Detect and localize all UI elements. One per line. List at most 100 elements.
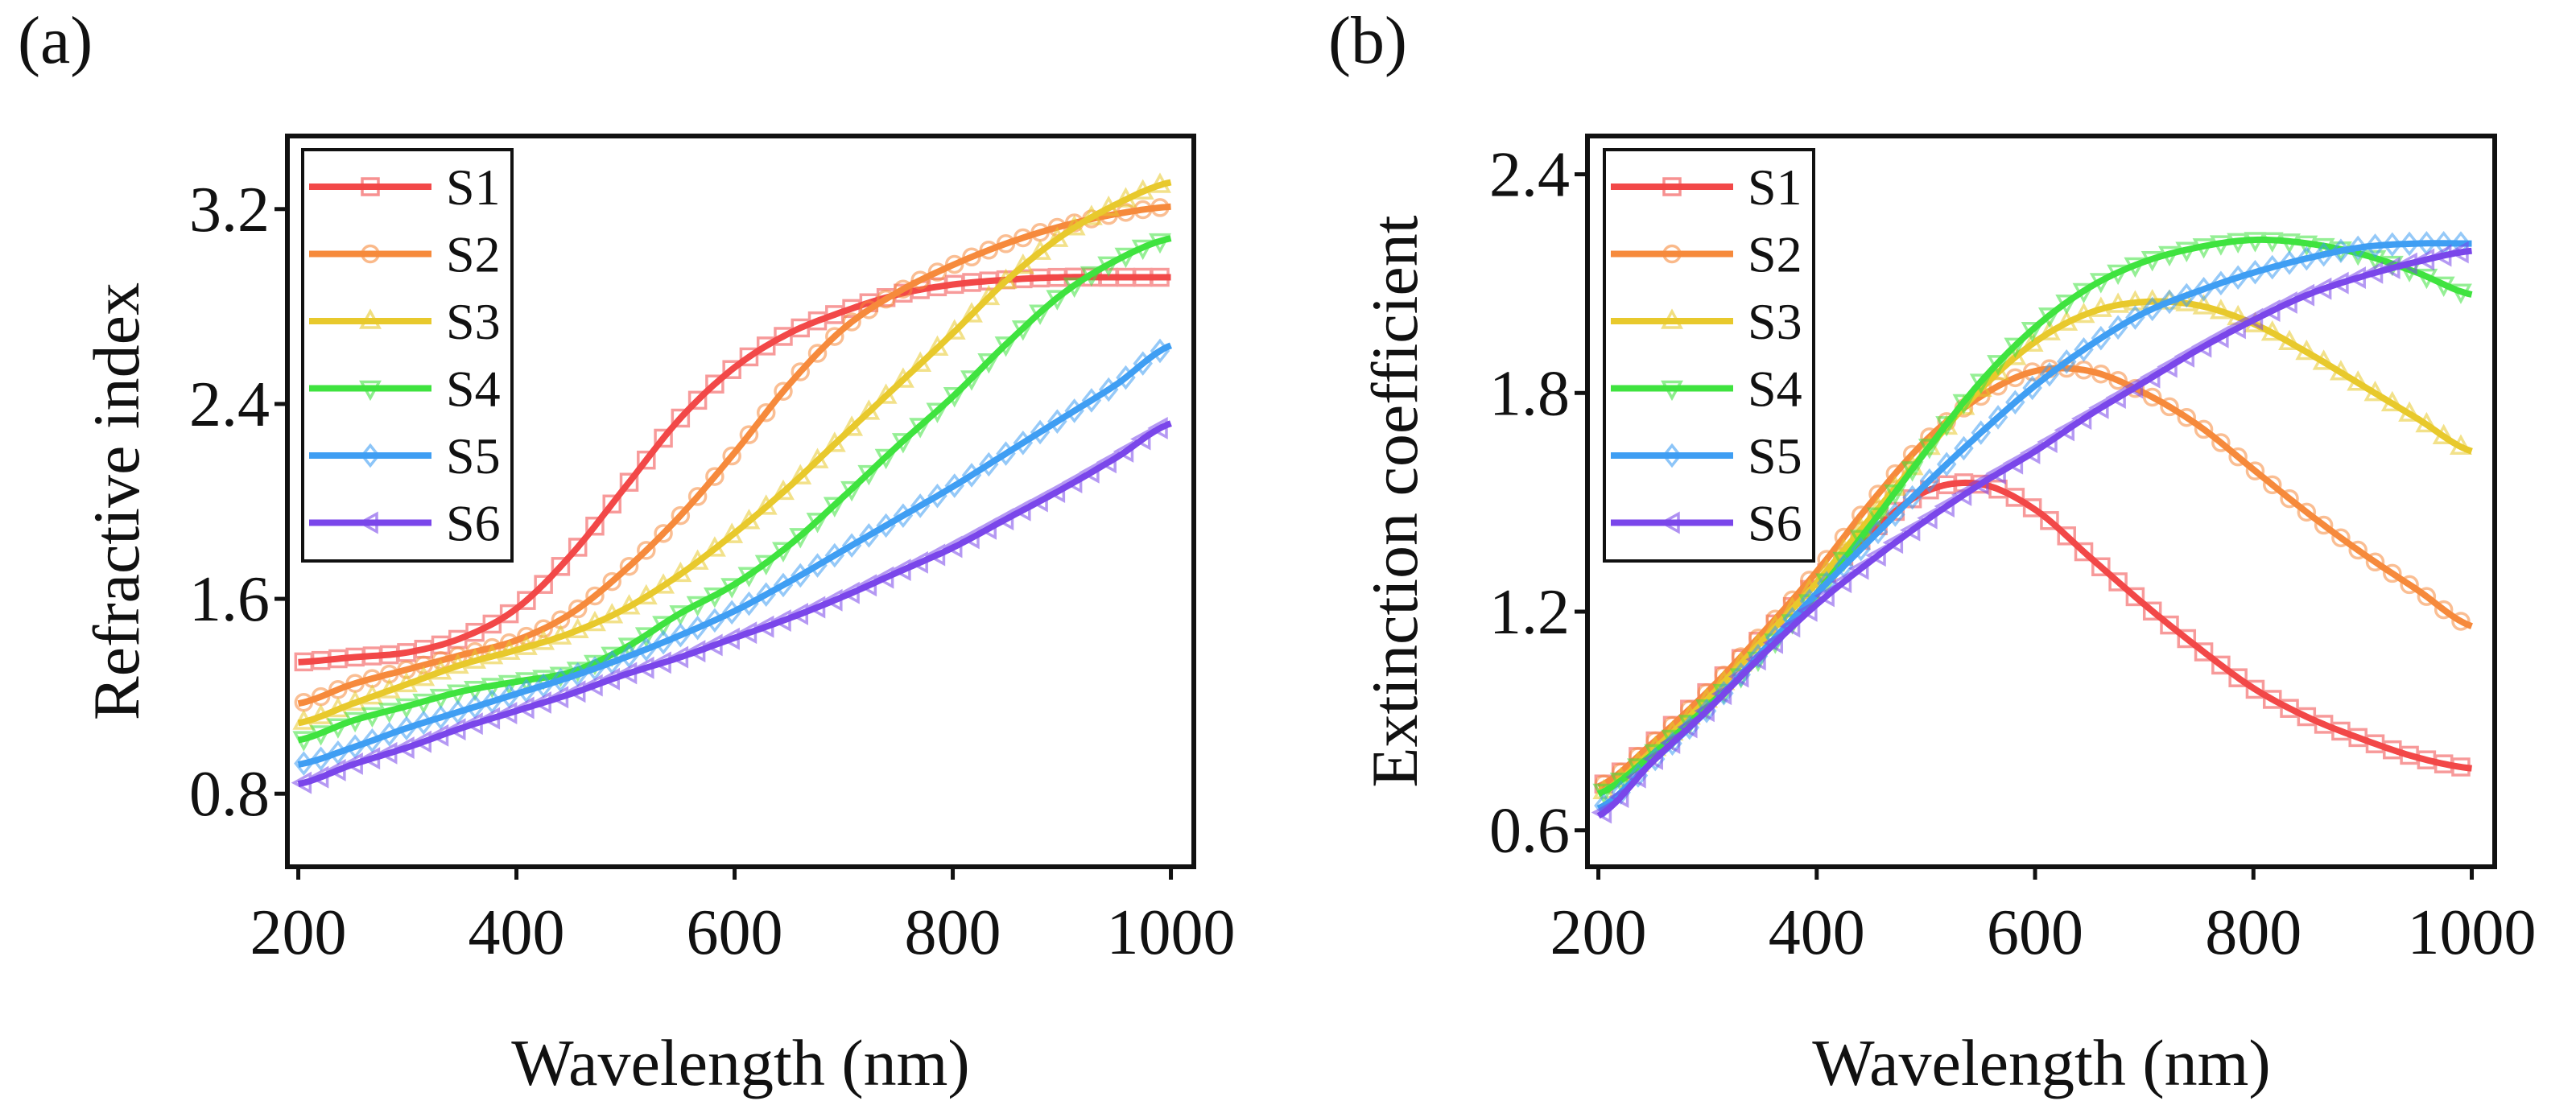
data-point-marker	[650, 651, 671, 674]
panel-label: (b)	[1328, 3, 1407, 78]
series-S2	[294, 198, 1171, 712]
data-point-marker	[1591, 801, 1612, 824]
data-point-marker	[1096, 451, 1117, 474]
data-point-marker	[773, 572, 794, 598]
x-tick-label: 400	[469, 897, 565, 968]
data-point-marker	[2449, 434, 2472, 455]
circle-marker-icon	[361, 244, 380, 264]
data-point-marker	[2413, 248, 2435, 271]
data-point-marker	[481, 643, 504, 665]
y-tick-label: 3.2	[189, 175, 270, 245]
data-point-marker	[2279, 250, 2300, 275]
data-point-marker	[944, 254, 964, 274]
data-point-marker	[686, 596, 709, 617]
data-point-marker	[394, 736, 415, 760]
data-point-marker	[2037, 307, 2061, 328]
data-point-marker	[568, 599, 588, 619]
data-point-marker	[1797, 599, 1818, 622]
data-point-marker	[1133, 351, 1153, 376]
data-point-marker	[825, 327, 844, 346]
data-point-marker	[1011, 320, 1034, 341]
data-point-marker	[2382, 232, 2403, 258]
triangle-up-marker-icon	[1661, 308, 1683, 329]
legend-label: S4	[446, 361, 501, 418]
y-tick-label: 2.4	[1489, 140, 1570, 211]
data-point-marker	[292, 731, 316, 752]
legend-marker	[359, 380, 382, 402]
x-tick-label: 400	[1769, 897, 1865, 968]
data-point-marker	[294, 751, 314, 776]
data-point-marker	[395, 698, 418, 719]
x-tick-label: 1000	[1107, 897, 1236, 968]
data-point-marker	[345, 734, 365, 760]
data-point-marker	[446, 684, 469, 705]
data-point-marker	[1882, 531, 1904, 555]
data-point-marker	[1609, 773, 1633, 794]
data-point-marker	[2091, 364, 2111, 384]
data-point-marker	[585, 586, 605, 606]
data-point-marker	[497, 674, 521, 696]
data-point-marker	[534, 575, 553, 594]
data-point-marker	[1608, 785, 1629, 809]
data-point-marker	[720, 522, 744, 543]
data-point-marker	[977, 284, 1001, 306]
data-point-marker	[2314, 515, 2334, 535]
data-point-marker	[2310, 277, 2332, 300]
data-point-marker	[722, 360, 741, 379]
data-point-marker	[721, 600, 742, 625]
data-point-marker	[2107, 264, 2130, 286]
diamond-marker-icon	[1662, 443, 1682, 468]
data-point-marker	[2074, 337, 2094, 362]
data-point-marker	[1902, 484, 1922, 510]
data-point-marker	[1150, 338, 1170, 364]
data-point-marker	[414, 655, 433, 675]
data-point-marker	[446, 653, 469, 674]
data-point-marker	[496, 702, 518, 725]
data-point-marker	[2399, 231, 2420, 257]
data-point-marker	[653, 629, 674, 655]
data-point-marker	[1728, 665, 1749, 688]
data-point-marker	[994, 336, 1018, 357]
legend-item-S2: S2	[309, 226, 501, 283]
triangle-down-marker-icon	[1661, 380, 1683, 402]
data-point-marker	[1779, 615, 1801, 638]
data-point-marker	[1936, 451, 1957, 477]
legend: S1 S2 S3 S4 S5 S6	[1603, 148, 1815, 563]
square-marker-icon	[361, 177, 380, 196]
data-point-marker	[996, 441, 1016, 466]
data-point-marker	[361, 683, 384, 705]
data-point-marker	[667, 645, 689, 669]
data-point-marker	[637, 450, 656, 470]
data-point-marker	[499, 683, 519, 709]
data-point-marker	[616, 662, 638, 685]
data-point-marker	[859, 523, 879, 548]
data-point-marker	[2209, 299, 2232, 320]
data-point-marker	[2055, 310, 2079, 331]
data-point-marker	[1988, 405, 2008, 430]
data-point-marker	[532, 629, 555, 650]
data-point-marker	[839, 581, 860, 604]
data-point-marker	[1029, 239, 1052, 260]
data-point-marker	[565, 680, 586, 703]
legend-marker	[357, 511, 378, 534]
data-point-marker	[736, 621, 758, 645]
data-point-marker	[2125, 587, 2145, 607]
data-point-marker	[462, 712, 483, 736]
data-point-marker	[2160, 615, 2179, 635]
data-point-marker	[311, 746, 331, 772]
series-line	[297, 203, 1171, 707]
x-axis-title: Wavelength (nm)	[1812, 1026, 2270, 1099]
data-point-marker	[1814, 584, 1835, 608]
circle-marker-icon	[1662, 244, 1682, 264]
data-point-marker	[2088, 396, 2109, 419]
data-point-marker	[2056, 349, 2077, 374]
legend-item-S6: S6	[1611, 495, 1802, 552]
data-point-marker	[994, 268, 1018, 289]
panel-label: (a)	[18, 3, 93, 78]
data-point-marker	[1969, 373, 1992, 394]
data-point-marker	[464, 681, 487, 702]
data-point-marker	[841, 533, 862, 559]
panel-a-refractive-index: (a) Refractive index Wavelength (nm) 200…	[18, 3, 1236, 1099]
data-point-marker	[2278, 233, 2301, 254]
legend-box	[1603, 148, 1815, 563]
